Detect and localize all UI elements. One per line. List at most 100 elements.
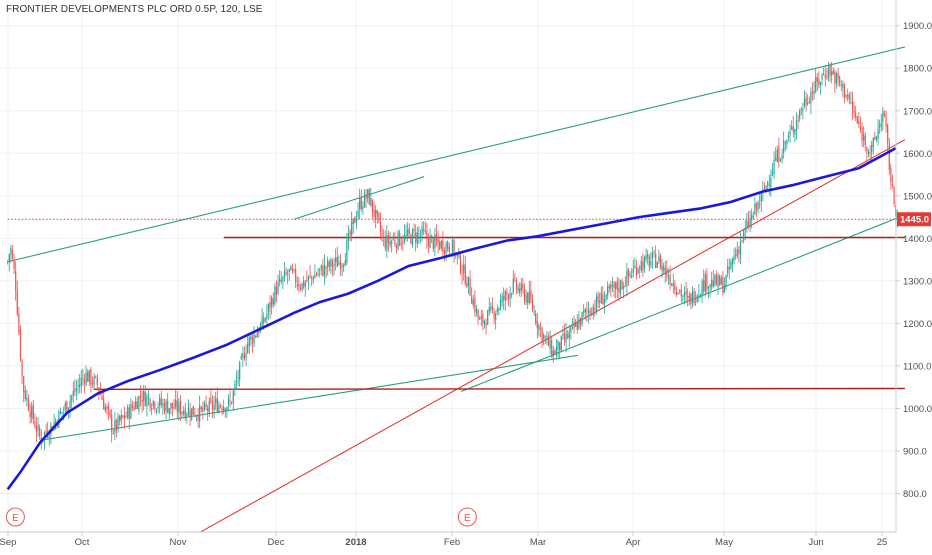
candle-body bbox=[720, 278, 722, 285]
candle-body bbox=[698, 293, 700, 296]
price-tick-label: 1800.0 bbox=[903, 64, 932, 75]
candle-body bbox=[23, 376, 25, 393]
candle-body bbox=[231, 402, 233, 404]
candle-body bbox=[157, 406, 159, 408]
candle-body bbox=[167, 401, 169, 413]
candle-body bbox=[263, 318, 265, 323]
candle-body bbox=[200, 407, 202, 410]
candle-body bbox=[883, 113, 886, 116]
candle-body bbox=[834, 72, 836, 84]
candle-body bbox=[269, 301, 271, 309]
candle-body bbox=[98, 387, 100, 392]
candle-body bbox=[381, 233, 383, 235]
candle-body bbox=[519, 288, 521, 293]
candle-body bbox=[776, 149, 778, 162]
candle-body bbox=[491, 306, 494, 311]
candle-body bbox=[807, 102, 809, 104]
price-tick-label: 1600.0 bbox=[903, 149, 932, 160]
candle-body bbox=[695, 301, 697, 303]
candle-body bbox=[320, 264, 322, 269]
candle-body bbox=[533, 311, 535, 313]
candle-body bbox=[595, 296, 598, 313]
candle-body bbox=[653, 252, 655, 254]
candle-body bbox=[472, 299, 474, 306]
candle-body bbox=[562, 334, 564, 337]
candle-body bbox=[75, 388, 78, 391]
candle-body bbox=[843, 84, 846, 97]
candle-body bbox=[234, 383, 236, 390]
candle-body bbox=[264, 318, 266, 321]
candle-body bbox=[403, 234, 406, 242]
candle-body bbox=[611, 284, 614, 287]
candle-body bbox=[859, 126, 862, 130]
candle-body bbox=[173, 407, 175, 409]
candle-body bbox=[39, 427, 41, 437]
candle-body bbox=[306, 280, 308, 282]
candle-body bbox=[509, 292, 511, 299]
candle-body bbox=[107, 405, 110, 411]
candle-body bbox=[74, 388, 76, 392]
candle-body bbox=[779, 159, 782, 161]
candle-body bbox=[247, 343, 249, 353]
candle-body bbox=[375, 209, 377, 219]
candle-body bbox=[602, 294, 604, 305]
candle-body bbox=[419, 234, 422, 236]
candle-body bbox=[685, 290, 687, 295]
candle-body bbox=[603, 298, 606, 305]
candle-body bbox=[397, 231, 399, 249]
candle-body bbox=[693, 291, 695, 303]
candle-body bbox=[143, 391, 145, 401]
candle-body bbox=[879, 124, 881, 128]
candle-body bbox=[424, 230, 426, 232]
candle-body bbox=[413, 228, 415, 232]
candle-body bbox=[80, 378, 82, 385]
candle-body bbox=[365, 195, 367, 200]
candle-body bbox=[213, 404, 215, 411]
candle-body bbox=[77, 385, 79, 387]
candle-body bbox=[591, 313, 593, 316]
candle-body bbox=[549, 339, 551, 349]
candle-body bbox=[59, 411, 62, 414]
candle-body bbox=[15, 271, 17, 291]
candle-body bbox=[139, 395, 142, 398]
candle-body bbox=[679, 290, 681, 292]
candle-body bbox=[736, 249, 738, 257]
candle-body bbox=[267, 303, 270, 312]
candle-body bbox=[522, 284, 524, 289]
candle-body bbox=[202, 407, 204, 412]
candle-body bbox=[567, 334, 569, 339]
candle-body bbox=[570, 326, 572, 332]
candle-body bbox=[746, 221, 748, 228]
candle-body bbox=[885, 115, 887, 128]
candle-body bbox=[338, 262, 340, 265]
candle-body bbox=[539, 327, 542, 329]
candle-body bbox=[32, 404, 34, 420]
candle-body bbox=[647, 253, 649, 258]
candle-body bbox=[146, 396, 148, 407]
candle-body bbox=[13, 259, 15, 269]
candle-body bbox=[599, 300, 601, 303]
candle-body bbox=[351, 221, 353, 236]
candle-body bbox=[690, 293, 692, 305]
candle-body bbox=[677, 292, 679, 294]
candle-body bbox=[453, 240, 455, 256]
candle-body bbox=[387, 234, 390, 244]
candle-body bbox=[58, 411, 60, 428]
candle-body bbox=[651, 253, 654, 260]
candle-body bbox=[856, 116, 858, 124]
candle-body bbox=[770, 177, 772, 187]
trendline-teal bbox=[39, 354, 578, 441]
candle-body bbox=[477, 309, 479, 319]
candle-body bbox=[515, 280, 518, 290]
candle-body bbox=[111, 415, 113, 433]
candle-body bbox=[176, 400, 178, 412]
candle-body bbox=[731, 259, 734, 265]
candle-body bbox=[224, 408, 226, 412]
candle-body bbox=[192, 405, 194, 415]
candle-body bbox=[813, 90, 815, 95]
candle-body bbox=[496, 308, 498, 313]
candle-body bbox=[24, 390, 26, 400]
candle-body bbox=[370, 197, 372, 206]
